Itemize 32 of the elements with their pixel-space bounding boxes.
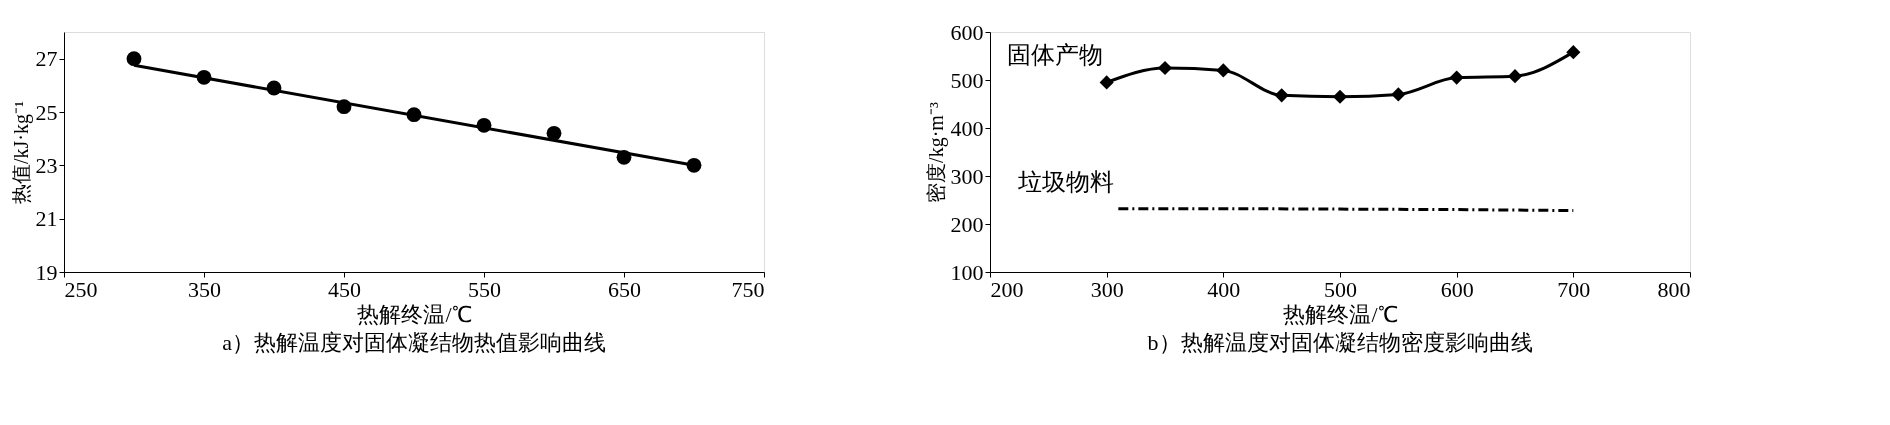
x-tick-label: 500 — [1324, 276, 1357, 302]
x-tick-label: 300 — [1090, 276, 1124, 302]
series-label: 垃圾物料 — [1017, 168, 1115, 195]
y-tick-label: 25 — [35, 99, 58, 125]
x-tick-label: 750 — [731, 276, 765, 302]
y-tick-label: 19 — [35, 259, 58, 285]
y-tick-label: 23 — [35, 152, 58, 178]
x-axis-title: 热解终温/℃ — [357, 301, 472, 327]
y-tick-label: 400 — [950, 115, 984, 141]
y-axis-title: 热值/kJ·kg⁻¹ — [9, 101, 33, 204]
x-tick-label: 550 — [468, 276, 501, 302]
x-tick-label: 650 — [608, 276, 641, 302]
y-tick-label: 200 — [950, 211, 984, 237]
y-tick-label: 500 — [950, 67, 984, 93]
x-tick-label: 450 — [328, 276, 361, 302]
series-label: 固体产物 — [1006, 42, 1103, 69]
x-tick-label: 700 — [1557, 276, 1591, 302]
x-tick-label: 800 — [1657, 276, 1691, 302]
x-tick-label: 250 — [64, 276, 98, 302]
y-tick-label: 600 — [950, 19, 984, 45]
x-tick-label: 350 — [188, 276, 221, 302]
text: a）热解温度对固体凝结物热值影响曲线 — [222, 330, 606, 355]
y-tick-label: 300 — [950, 163, 984, 189]
x-tick-label: 200 — [990, 276, 1024, 302]
text: b）热解温度对固体凝结物密度影响曲线 — [1147, 330, 1533, 355]
y-axis-title: 密度/kg·m⁻³ — [924, 102, 948, 203]
y-tick-label: 21 — [35, 206, 58, 232]
x-axis-title: 热解终温/℃ — [1283, 301, 1398, 327]
x-tick-label: 600 — [1440, 276, 1474, 302]
y-tick-label: 100 — [950, 259, 984, 285]
y-tick-label: 27 — [35, 46, 58, 72]
x-tick-label: 400 — [1207, 276, 1241, 302]
